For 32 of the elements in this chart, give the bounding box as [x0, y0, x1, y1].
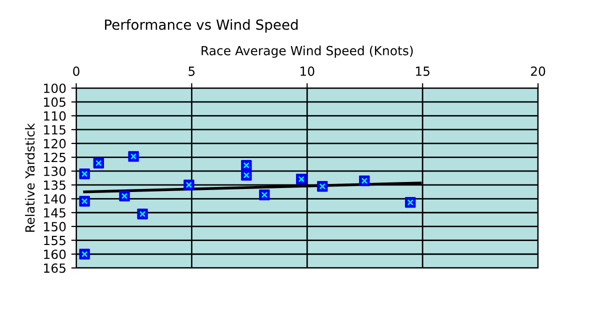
- x-axis-title: Race Average Wind Speed (Knots): [202, 46, 413, 58]
- y-tick-label: 155: [44, 236, 66, 246]
- y-tick-label: 160: [44, 250, 66, 260]
- y-tick-label: 135: [44, 180, 66, 190]
- point: [359, 175, 370, 186]
- y-tick-label: 120: [44, 138, 66, 148]
- x-tick-label: 0: [73, 66, 80, 76]
- point: [79, 168, 90, 180]
- x-tick-label: 5: [188, 66, 195, 76]
- y-tick-label: 130: [44, 166, 66, 176]
- y-tick-label: 100: [44, 84, 66, 94]
- x-tick-label: 20: [530, 66, 546, 76]
- chart-title: Performance vs Wind Speed: [105, 19, 298, 33]
- y-tick-label: 110: [44, 111, 66, 121]
- point: [93, 158, 104, 168]
- y-tick-label: 140: [44, 194, 66, 204]
- y-tick-label: 125: [44, 152, 66, 162]
- x-tick-label: 10: [300, 66, 314, 76]
- point: [241, 160, 252, 171]
- y-tick-label: 145: [44, 208, 66, 218]
- point: [79, 196, 90, 207]
- point: [317, 180, 328, 192]
- y-tick-label: 105: [44, 97, 66, 107]
- y-axis-title: Relative Yardstick: [25, 123, 35, 232]
- point: [404, 197, 416, 208]
- point: [241, 170, 252, 181]
- point: [296, 174, 307, 184]
- point: [79, 248, 90, 260]
- y-tick-label: 165: [44, 263, 66, 273]
- x-tick-label: 15: [416, 66, 430, 76]
- y-tick-label: 150: [44, 222, 66, 232]
- y-tick-label: 115: [44, 125, 66, 135]
